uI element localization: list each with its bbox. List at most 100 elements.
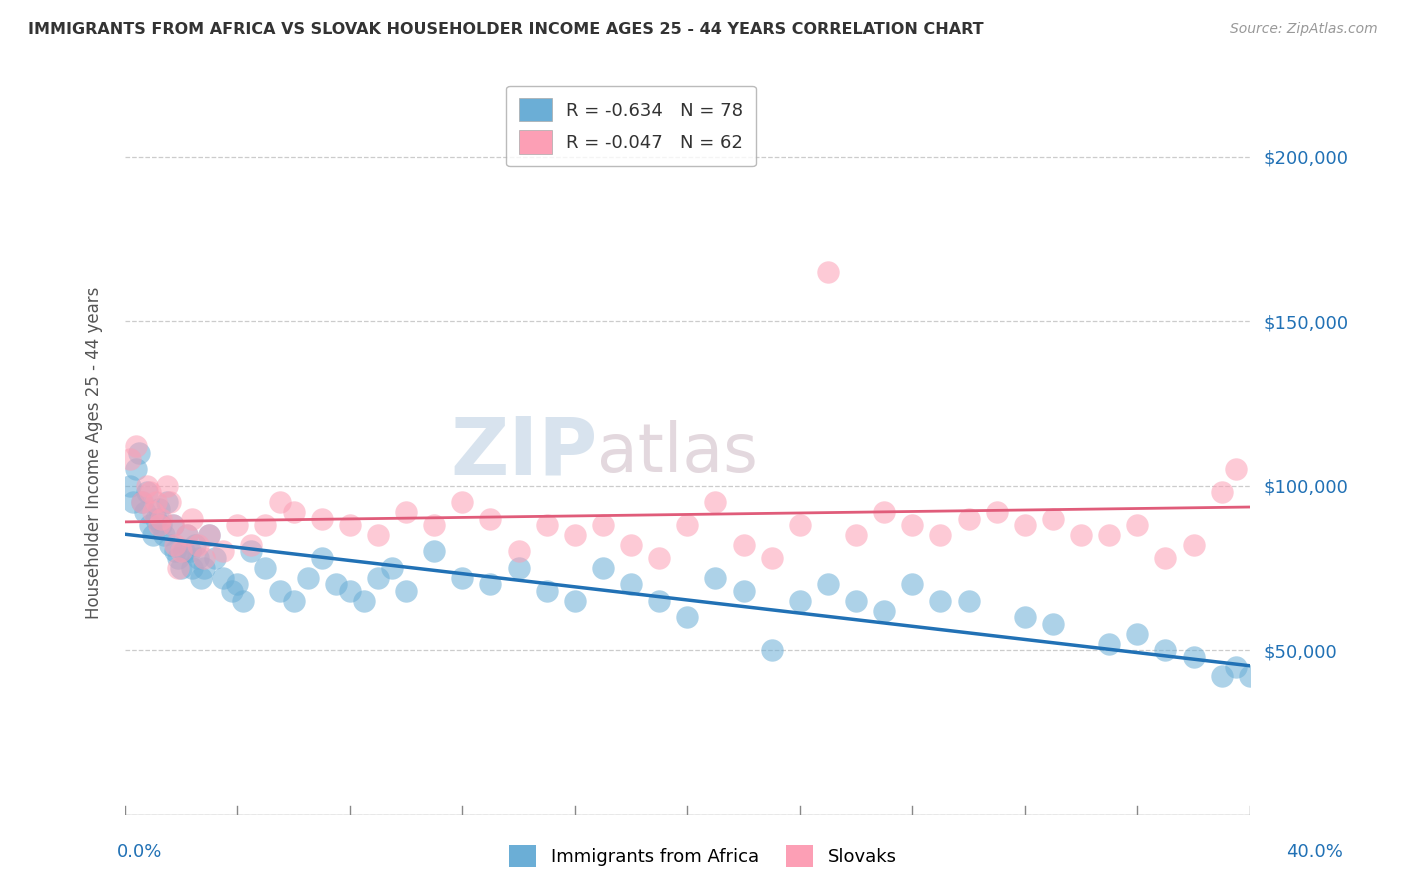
Point: [181, 511, 204, 525]
Point: [179, 544, 201, 558]
Point: [165, 538, 187, 552]
Y-axis label: Householder Income Ages 25 - 44 years: Householder Income Ages 25 - 44 years: [86, 286, 103, 619]
Point: [198, 528, 221, 542]
Text: Source: ZipAtlas.com: Source: ZipAtlas.com: [1230, 22, 1378, 37]
Point: [221, 583, 243, 598]
Point: [193, 551, 215, 566]
Point: [131, 495, 153, 509]
Text: atlas: atlas: [598, 420, 758, 486]
Point: [479, 577, 502, 591]
Point: [176, 528, 198, 542]
Point: [704, 571, 727, 585]
Point: [957, 511, 980, 525]
Point: [181, 561, 204, 575]
Point: [170, 561, 193, 575]
Point: [165, 544, 187, 558]
Point: [817, 577, 839, 591]
Legend: R = -0.634   N = 78, R = -0.047   N = 62: R = -0.634 N = 78, R = -0.047 N = 62: [506, 86, 755, 166]
Point: [173, 544, 195, 558]
Point: [1154, 551, 1177, 566]
Point: [325, 577, 347, 591]
Point: [212, 544, 235, 558]
Point: [353, 594, 375, 608]
Point: [479, 511, 502, 525]
Point: [311, 551, 333, 566]
Point: [150, 511, 173, 525]
Point: [1239, 669, 1261, 683]
Text: IMMIGRANTS FROM AFRICA VS SLOVAK HOUSEHOLDER INCOME AGES 25 - 44 YEARS CORRELATI: IMMIGRANTS FROM AFRICA VS SLOVAK HOUSEHO…: [28, 22, 984, 37]
Point: [162, 518, 184, 533]
Point: [901, 518, 924, 533]
Point: [134, 505, 156, 519]
Point: [187, 551, 209, 566]
Point: [150, 518, 173, 533]
Point: [676, 610, 699, 624]
Point: [159, 495, 181, 509]
Point: [536, 583, 558, 598]
Point: [1098, 528, 1121, 542]
Point: [148, 518, 170, 533]
Point: [761, 643, 783, 657]
Point: [269, 495, 291, 509]
Point: [508, 561, 530, 575]
Point: [159, 538, 181, 552]
Point: [1014, 518, 1036, 533]
Point: [170, 544, 193, 558]
Point: [1042, 616, 1064, 631]
Point: [451, 495, 474, 509]
Point: [381, 561, 404, 575]
Point: [367, 571, 389, 585]
Point: [198, 528, 221, 542]
Point: [1182, 649, 1205, 664]
Point: [193, 561, 215, 575]
Point: [1154, 643, 1177, 657]
Point: [845, 594, 868, 608]
Point: [254, 518, 277, 533]
Point: [139, 518, 162, 533]
Point: [1098, 636, 1121, 650]
Point: [1211, 669, 1233, 683]
Point: [283, 594, 305, 608]
Point: [1253, 429, 1275, 443]
Point: [240, 538, 263, 552]
Point: [142, 528, 165, 542]
Point: [1295, 692, 1317, 706]
Text: 40.0%: 40.0%: [1286, 843, 1343, 861]
Point: [1014, 610, 1036, 624]
Point: [187, 538, 209, 552]
Point: [167, 561, 190, 575]
Point: [929, 528, 952, 542]
Point: [957, 594, 980, 608]
Point: [901, 577, 924, 591]
Point: [162, 518, 184, 533]
Point: [232, 594, 254, 608]
Point: [929, 594, 952, 608]
Point: [142, 505, 165, 519]
Legend: Immigrants from Africa, Slovaks: Immigrants from Africa, Slovaks: [502, 838, 904, 874]
Point: [1126, 626, 1149, 640]
Point: [148, 501, 170, 516]
Point: [226, 577, 249, 591]
Point: [536, 518, 558, 533]
Point: [226, 518, 249, 533]
Point: [156, 479, 179, 493]
Point: [564, 528, 586, 542]
Point: [156, 495, 179, 509]
Text: 0.0%: 0.0%: [117, 843, 162, 861]
Point: [648, 594, 671, 608]
Point: [1281, 689, 1303, 703]
Point: [125, 439, 148, 453]
Point: [1042, 511, 1064, 525]
Point: [733, 538, 755, 552]
Point: [184, 538, 207, 552]
Point: [704, 495, 727, 509]
Point: [145, 495, 167, 509]
Point: [367, 528, 389, 542]
Point: [676, 518, 699, 533]
Point: [873, 505, 896, 519]
Point: [176, 528, 198, 542]
Point: [167, 551, 190, 566]
Point: [1225, 462, 1247, 476]
Point: [648, 551, 671, 566]
Point: [339, 518, 361, 533]
